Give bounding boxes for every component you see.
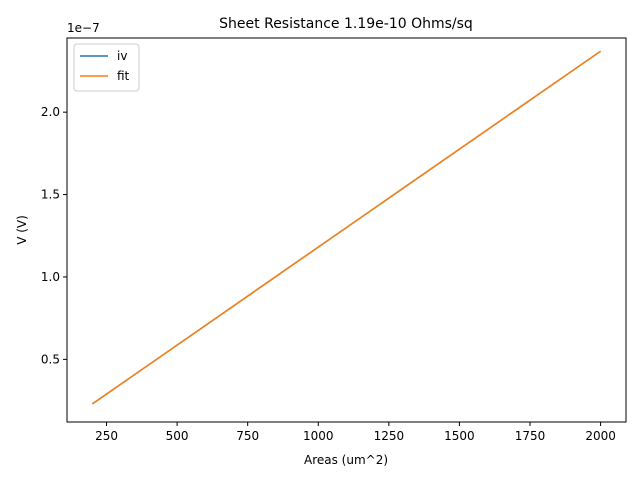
x-tick-label: 750 bbox=[236, 429, 259, 443]
x-tick-label: 250 bbox=[95, 429, 118, 443]
y-tick-label: 0.5 bbox=[41, 352, 60, 366]
series-line-fit bbox=[91, 50, 602, 405]
x-tick-label: 1750 bbox=[515, 429, 546, 443]
legend-label-fit: fit bbox=[117, 69, 130, 83]
y-axis-label: V (V) bbox=[15, 215, 29, 245]
plot-area bbox=[66, 37, 627, 423]
x-tick-label: 1500 bbox=[444, 429, 475, 443]
x-axis: 250 500 750 1000 1250 1500 1750 2000 bbox=[95, 422, 616, 443]
series-lines bbox=[91, 50, 602, 405]
y-tick-label: 2.0 bbox=[41, 105, 60, 119]
y-tick-label: 1.5 bbox=[41, 188, 60, 202]
x-axis-label: Areas (um^2) bbox=[304, 453, 388, 467]
y-offset-label: 1e−7 bbox=[67, 21, 100, 35]
x-tick-label: 2000 bbox=[585, 429, 616, 443]
x-tick-label: 1000 bbox=[303, 429, 334, 443]
y-tick-label: 1.0 bbox=[41, 270, 60, 284]
legend: iv fit bbox=[73, 43, 140, 92]
y-axis: 0.5 1.0 1.5 2.0 bbox=[41, 105, 67, 366]
x-tick-label: 1250 bbox=[374, 429, 405, 443]
legend-label-iv: iv bbox=[117, 49, 127, 63]
x-tick-label: 500 bbox=[166, 429, 189, 443]
chart-title: Sheet Resistance 1.19e-10 Ohms/sq bbox=[219, 16, 473, 32]
legend-box bbox=[73, 43, 140, 92]
axes-frame bbox=[66, 37, 627, 423]
